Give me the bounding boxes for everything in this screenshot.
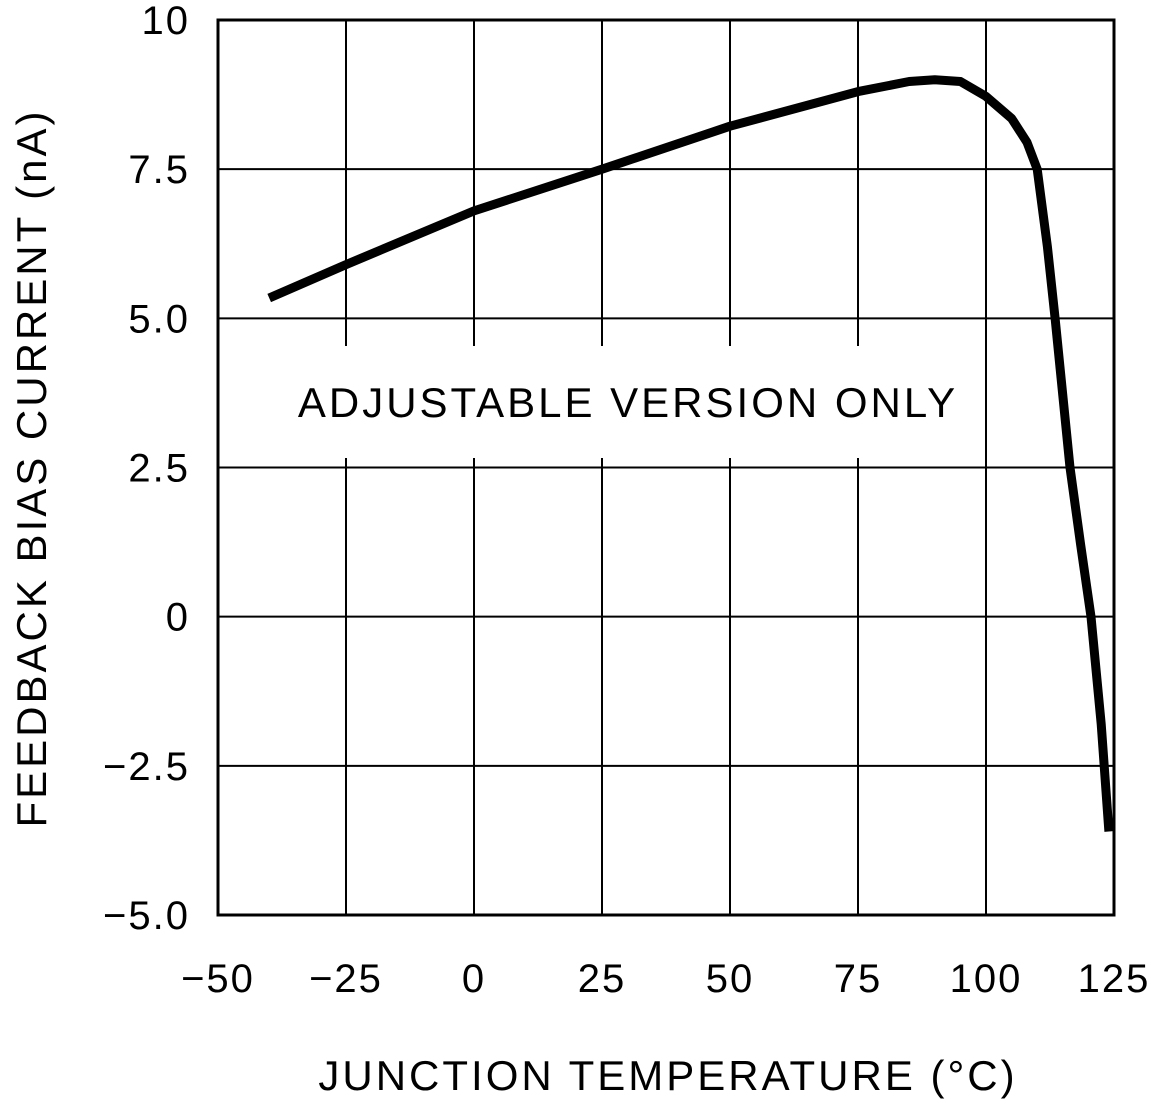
y-tick-label: −2.5: [103, 745, 190, 789]
x-tick-label: −25: [309, 957, 383, 1001]
x-axis-label: JUNCTION TEMPERATURE (°C): [318, 1052, 1017, 1099]
y-tick-label: 2.5: [128, 447, 190, 491]
x-tick-label: 100: [950, 957, 1023, 1001]
x-tick-label: 75: [834, 957, 883, 1001]
y-tick-label: 5.0: [128, 297, 190, 341]
x-tick-label: 50: [706, 957, 755, 1001]
x-tick-label: 125: [1078, 957, 1150, 1001]
y-tick-label: 0: [166, 596, 190, 640]
series-group: [267, 75, 1114, 832]
grid: [217, 19, 1115, 916]
y-tick-label: −5.0: [103, 894, 190, 938]
y-tick-labels: −5.0 −2.5 0 2.5 5.0 7.5 10: [103, 0, 191, 938]
x-tick-label: −50: [181, 957, 255, 1001]
y-tick-label: 10: [142, 0, 191, 43]
y-tick-label: 7.5: [128, 148, 190, 192]
x-tick-label: 25: [578, 957, 627, 1001]
series-line: [267, 75, 1114, 832]
annotation-background: [300, 346, 962, 458]
x-tick-label: 0: [462, 957, 486, 1001]
x-tick-labels: −50 −25 0 25 50 75 100 125: [181, 957, 1150, 1001]
y-axis-label: FEEDBACK BIAS CURRENT (nA): [8, 108, 55, 827]
plot-frame: [216, 18, 1116, 917]
annotation: ADJUSTABLE VERSION ONLY: [298, 379, 958, 426]
